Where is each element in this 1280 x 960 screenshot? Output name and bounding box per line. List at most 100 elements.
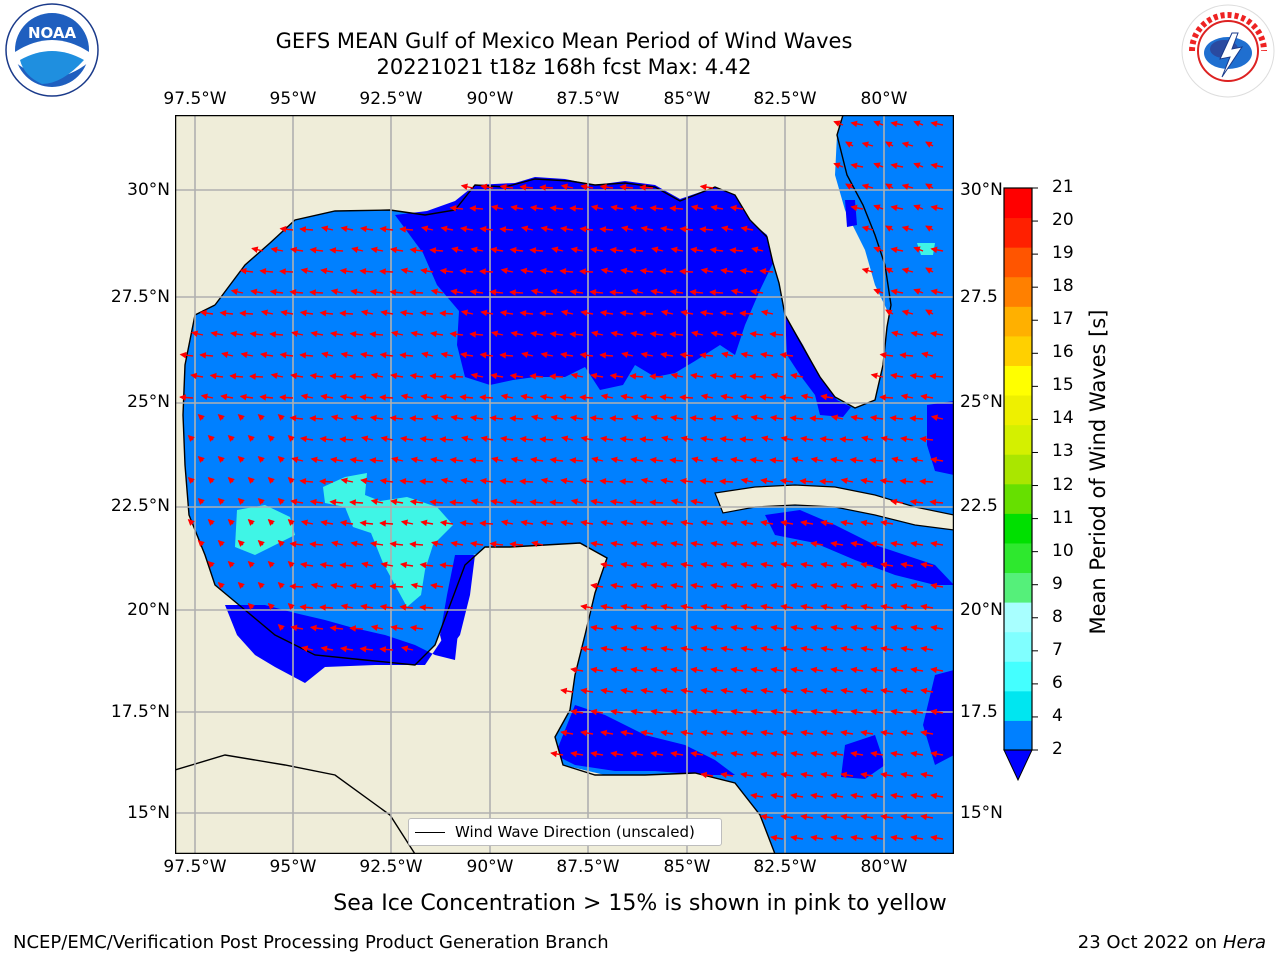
wind-wave-arrowhead [769, 331, 777, 338]
wind-wave-arrowhead [651, 246, 659, 253]
wind-wave-arrowhead [529, 499, 537, 506]
wind-wave-arrowhead [257, 413, 265, 421]
wind-wave-arrowhead [860, 519, 868, 527]
colorbar-tick-label: 4 [1052, 705, 1063, 726]
colorbar-segment [1004, 395, 1032, 426]
wind-wave-arrowhead [237, 581, 245, 589]
lat-tick: 20°N [960, 600, 1003, 620]
wind-wave-arrowhead [621, 225, 629, 232]
wind-wave-arrowhead [650, 666, 658, 674]
wind-wave-arrowhead [799, 435, 807, 443]
wind-wave-arrowhead [830, 540, 838, 548]
low-period-honduras [555, 705, 735, 775]
wind-wave-arrowhead [310, 582, 318, 590]
lon-tick: 80°W [860, 857, 908, 877]
wind-wave-arrowhead [730, 666, 738, 674]
wind-wave-arrowhead [550, 750, 558, 758]
wind-wave-arrowhead [690, 666, 698, 674]
wind-wave-arrowhead [369, 288, 377, 296]
wind-wave-arrowhead [750, 624, 758, 632]
wind-wave-arrowhead [780, 603, 788, 611]
wind-wave-arrowhead [920, 645, 928, 653]
wind-wave-arrowhead [499, 183, 507, 191]
wind-wave-arrowhead [289, 289, 297, 296]
wind-wave-arrowhead [299, 352, 307, 359]
wind-wave-arrowhead [830, 414, 839, 421]
wind-wave-arrowhead [920, 687, 928, 695]
wind-wave-arrowhead [229, 373, 237, 380]
wind-wave-arrowhead [930, 414, 939, 421]
wind-wave-arrowhead [770, 372, 778, 380]
wind-wave-arrowhead [710, 624, 718, 632]
wind-wave-arrowhead [709, 415, 717, 422]
wind-wave-arrowhead [720, 603, 728, 611]
wind-wave-arrowhead [840, 561, 848, 569]
wind-wave-arrowhead [451, 246, 459, 253]
wind-wave-arrowhead [885, 183, 893, 190]
wind-wave-arrowhead [885, 141, 893, 148]
wind-wave-arrowhead [521, 351, 529, 358]
wind-wave-arrowhead [640, 687, 648, 695]
wind-wave-arrowhead [360, 477, 368, 485]
wind-wave-arrowhead [530, 456, 538, 464]
wind-wave-arrowhead [790, 834, 798, 842]
wind-wave-arrowhead [629, 247, 637, 254]
wind-wave-arrowhead [409, 289, 416, 296]
wind-wave-arrowhead [569, 331, 577, 338]
lat-tick: 22.5 [960, 496, 998, 516]
wind-wave-arrowhead [610, 624, 618, 632]
wind-wave-arrowhead [890, 498, 898, 506]
wind-wave-arrowhead [600, 687, 608, 695]
wind-wave-arrowhead [529, 373, 537, 380]
wind-wave-arrowhead [650, 414, 658, 422]
wind-wave-arrowhead [470, 498, 478, 506]
wind-wave-arrowhead [499, 352, 507, 359]
chart-title-line1: GEFS MEAN Gulf of Mexico Mean Period of … [275, 29, 853, 53]
wind-wave-arrowhead [900, 561, 908, 569]
wind-wave-arrowhead [531, 540, 539, 547]
wind-wave-arrowhead [359, 394, 367, 401]
wind-wave-arrowhead [870, 372, 878, 380]
wind-wave-arrowhead [660, 603, 668, 611]
wind-wave-arrowhead [207, 434, 215, 442]
wind-wave-arrowhead [549, 204, 557, 212]
lat-tick: 30°N [960, 180, 1003, 200]
lon-tick: 90°W [466, 89, 514, 109]
colorbar-extend-triangle [1003, 749, 1033, 782]
wind-wave-arrowhead [299, 604, 307, 611]
wind-wave-arrowhead [649, 373, 656, 380]
low-period-bahamas [927, 401, 954, 475]
colorbar [1003, 187, 1038, 782]
wind-wave-arrowhead [810, 582, 818, 590]
wind-wave-arrowhead [277, 623, 285, 631]
wind-wave-arrowhead [799, 478, 807, 485]
wind-wave-arrowhead [670, 750, 678, 758]
wind-wave-arrowhead [509, 541, 517, 548]
wind-wave-arrowhead [321, 351, 329, 358]
wind-wave-arrowhead [269, 288, 277, 296]
lon-tick: 85°W [663, 89, 711, 109]
wind-wave-arrowhead [351, 246, 359, 253]
wind-wave-arrowhead [920, 603, 928, 611]
wind-wave-arrowhead [750, 666, 758, 674]
wind-wave-arrowhead [309, 498, 317, 506]
wind-wave-arrowhead [800, 771, 808, 779]
wind-wave-arrowhead [845, 183, 853, 190]
wind-wave-arrowhead [790, 792, 798, 800]
wind-wave-arrowhead [810, 540, 818, 548]
wind-wave-arrowhead [670, 582, 678, 590]
wind-wave-arrowhead [187, 518, 195, 526]
wind-wave-arrowhead [860, 729, 868, 737]
wind-wave-arrowhead [349, 582, 357, 590]
wind-wave-arrowhead [680, 603, 688, 611]
lon-tick: 82.5°W [753, 857, 817, 877]
wind-wave-arrowhead [509, 289, 516, 296]
wind-wave-arrowhead [790, 582, 798, 590]
wind-wave-arrowhead [179, 394, 186, 401]
wind-wave-arrowhead [439, 267, 447, 275]
wind-wave-arrowhead [329, 247, 337, 254]
wind-wave-arrowhead [870, 624, 878, 632]
wind-wave-arrowhead [820, 561, 828, 569]
wind-wave-arrowhead [860, 813, 868, 821]
wind-wave-arrowhead [751, 246, 759, 253]
